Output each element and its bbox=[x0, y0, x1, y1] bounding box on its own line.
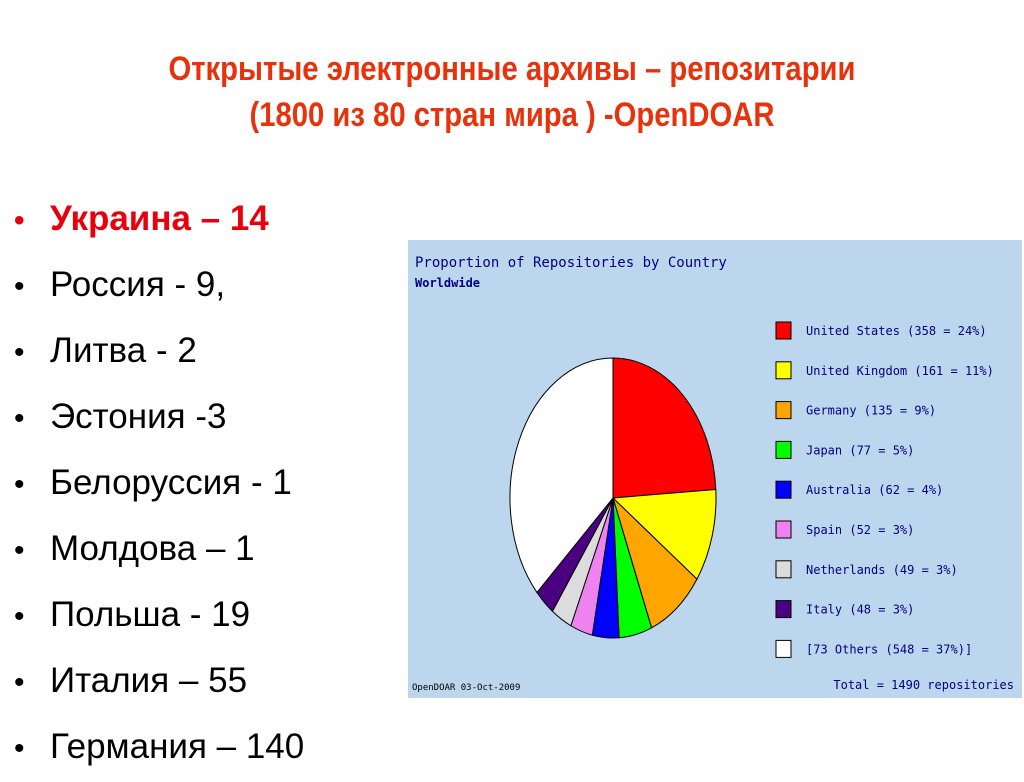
bullet-item: • Россия - 9, bbox=[14, 252, 414, 318]
chart-panel: Proportion of Repositories by Country Wo… bbox=[408, 240, 1022, 698]
pie-slice bbox=[611, 496, 698, 629]
bullet-item: • Литва - 2 bbox=[14, 318, 414, 384]
pie-slices bbox=[509, 357, 717, 639]
bullet-text: Италия – 55 bbox=[50, 661, 248, 700]
legend-label: Spain (52 = 3%) bbox=[806, 523, 914, 537]
slide-title-line-1: Открытые электронные архивы – репозитари… bbox=[168, 50, 856, 88]
pie-slice bbox=[509, 357, 614, 594]
bullet-dot: • bbox=[14, 666, 25, 699]
bullet-text: Белоруссия - 1 bbox=[50, 463, 292, 502]
bullet-text: Германия – 140 bbox=[50, 727, 305, 766]
bullet-dot: • bbox=[14, 402, 25, 435]
bullet-dot: • bbox=[14, 336, 25, 369]
legend-swatch bbox=[775, 520, 792, 539]
bullet-text: Украина – 14 bbox=[50, 199, 269, 238]
chart-legend: United States (358 = 24%) United Kingdom … bbox=[775, 321, 994, 658]
bullet-item: • Италия – 55 bbox=[14, 648, 414, 714]
bullet-text: Россия - 9, bbox=[50, 265, 226, 304]
bullet-item: • Белоруссия - 1 bbox=[14, 450, 414, 516]
legend-swatch bbox=[775, 480, 792, 499]
bullet-item: • Германия – 140 bbox=[14, 714, 414, 780]
bullet-text: Литва - 2 bbox=[50, 331, 197, 370]
bullet-text: Польша - 19 bbox=[50, 595, 251, 634]
bullet-dot: • bbox=[14, 204, 25, 237]
bullet-list: • Украина – 14 • Россия - 9, • Литва - 2 • Эсто… bbox=[14, 186, 414, 780]
slide-title: Открытые электронные архивы – репозитари… bbox=[72, 46, 953, 138]
bullet-dot: • bbox=[14, 270, 25, 303]
bullet-item: • Украина – 14 bbox=[14, 186, 414, 252]
bullet-text: Молдова – 1 bbox=[50, 529, 255, 568]
pie-slice bbox=[611, 488, 717, 580]
legend-label: United States (358 = 24%) bbox=[806, 324, 987, 338]
legend-label: Netherlands (49 = 3%) bbox=[806, 563, 958, 577]
legend-swatch bbox=[775, 401, 792, 420]
legend-swatch bbox=[775, 361, 792, 380]
legend-label: [73 Others (548 = 37%)] bbox=[806, 642, 972, 656]
legend-swatch bbox=[775, 560, 792, 579]
bullet-dot: • bbox=[14, 468, 25, 501]
pie-slice bbox=[612, 357, 717, 499]
bullet-item: • Польша - 19 bbox=[14, 582, 414, 648]
legend-label: Italy (48 = 3%) bbox=[806, 603, 914, 617]
legend-label: United Kingdom (161 = 11%) bbox=[806, 364, 994, 378]
bullet-dot: • bbox=[14, 534, 25, 567]
legend-swatch bbox=[775, 600, 792, 619]
legend-label: Germany (135 = 9%) bbox=[806, 404, 936, 418]
bullet-item: • Эстония -3 bbox=[14, 384, 414, 450]
legend-swatch bbox=[775, 639, 792, 658]
chart-subtitle: Worldwide bbox=[415, 276, 480, 290]
legend-label: Japan (77 = 5%) bbox=[806, 443, 914, 457]
bullet-text: Эстония -3 bbox=[50, 397, 227, 436]
slide-title-line-2: (1800 из 80 стран мира ) -OpenDOAR bbox=[249, 96, 775, 134]
pie-chart: Proportion of Repositories by Country Wo… bbox=[412, 255, 1014, 693]
chart-title: Proportion of Repositories by Country bbox=[415, 255, 727, 271]
bullet-item: • Молдова – 1 bbox=[14, 516, 414, 582]
chart-footer-total: Total = 1490 repositories bbox=[833, 678, 1014, 692]
bullet-dot: • bbox=[14, 600, 25, 633]
legend-swatch bbox=[775, 321, 792, 340]
chart-footer-source: OpenDOAR 03-Oct-2009 bbox=[412, 683, 520, 693]
bullet-dot: • bbox=[14, 732, 25, 765]
legend-swatch bbox=[775, 440, 792, 459]
legend-label: Australia (62 = 4%) bbox=[806, 483, 943, 497]
